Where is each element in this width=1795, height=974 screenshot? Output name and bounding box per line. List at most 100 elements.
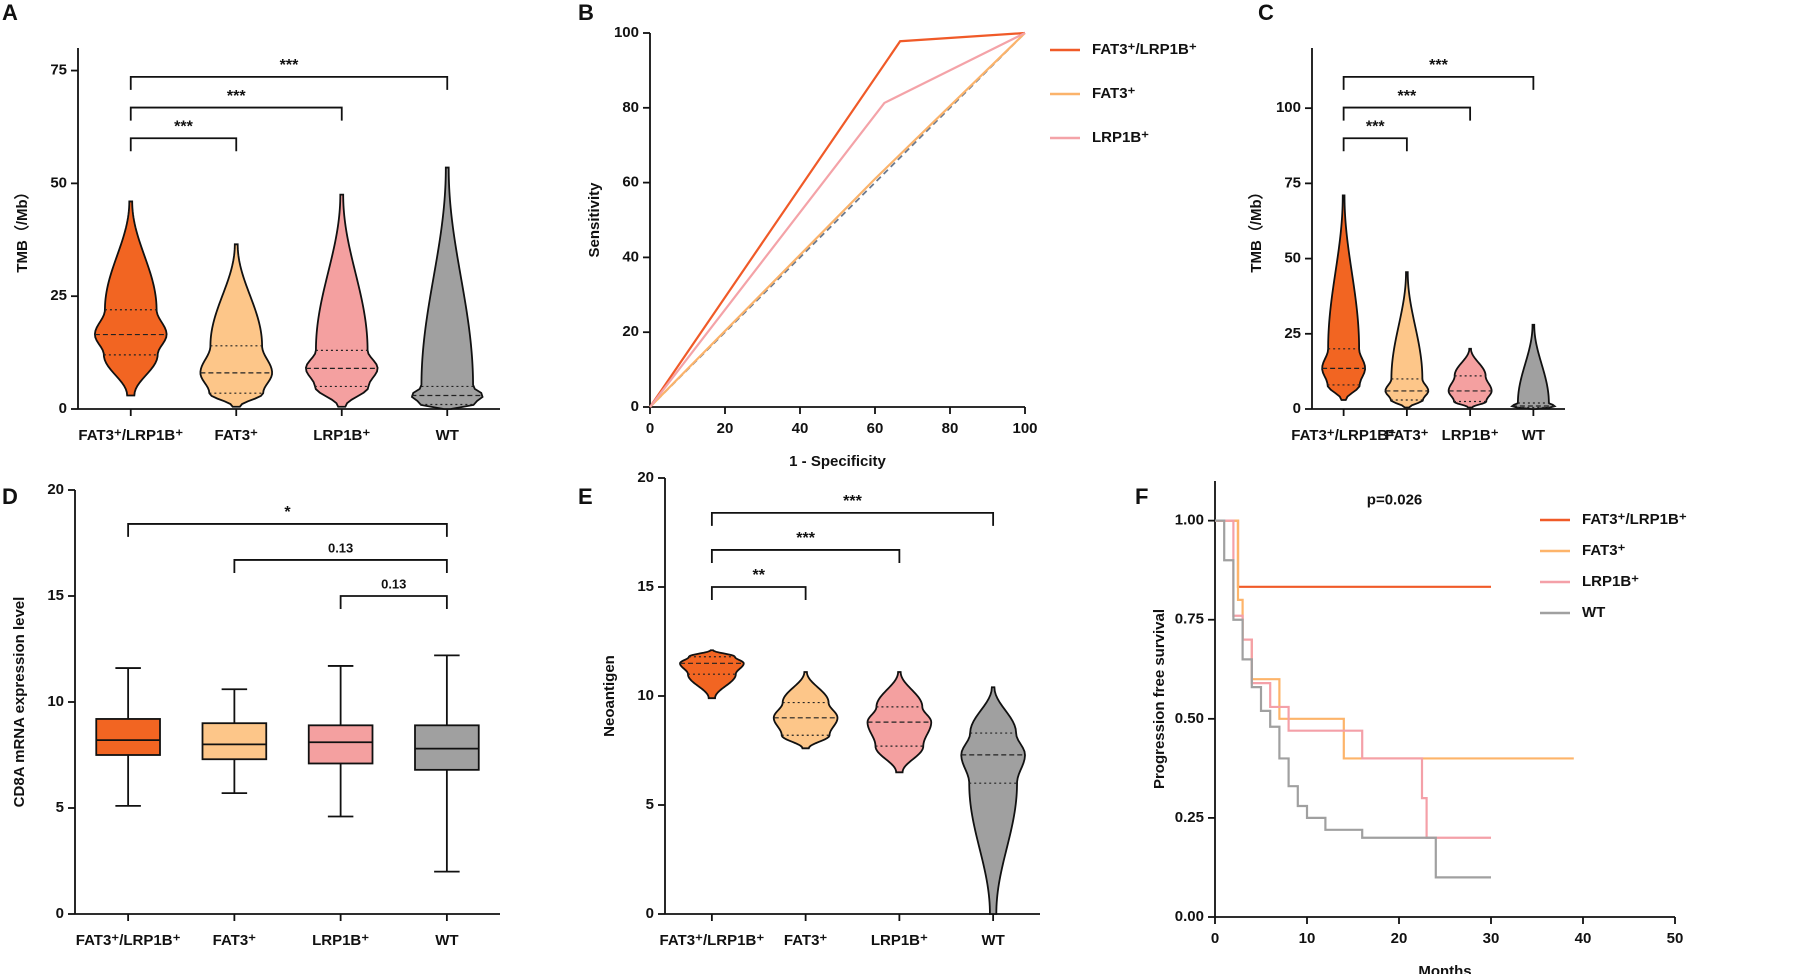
bracket <box>1342 137 1408 152</box>
violin <box>1447 347 1493 409</box>
legend-label: LRP1B⁺ <box>1092 129 1149 146</box>
x-tick-label: 20 <box>1391 930 1408 947</box>
y-tick-label: 5 <box>646 796 654 813</box>
legend-label: FAT3⁺ <box>1582 542 1626 559</box>
y-tick-label: 0 <box>56 905 64 922</box>
bracket-label: * <box>284 504 291 521</box>
x-tick-label: WT <box>1522 427 1545 444</box>
bracket <box>233 559 448 573</box>
bracket-label: *** <box>1366 118 1385 135</box>
bracket <box>339 595 448 609</box>
bracket <box>710 586 807 600</box>
x-tick-label: FAT3⁺/LRP1B⁺ <box>78 427 183 444</box>
y-tick-label: 0 <box>646 905 654 922</box>
bracket <box>710 549 901 563</box>
violin <box>1510 323 1557 410</box>
violin <box>1384 271 1430 409</box>
violin <box>679 649 745 700</box>
box <box>95 718 161 756</box>
bracket-label: *** <box>796 530 815 547</box>
x-tick-label: LRP1B⁺ <box>1442 427 1499 444</box>
survival-curve <box>1215 519 1491 879</box>
y-tick-label: 50 <box>1284 250 1301 267</box>
y-axis-title: TMB（/Mb） <box>1247 184 1265 272</box>
y-tick-label: 0.25 <box>1175 809 1204 826</box>
survival-curve <box>1215 519 1574 760</box>
y-tick-label: 20 <box>47 481 64 498</box>
violin <box>199 243 273 408</box>
legend-label: LRP1B⁺ <box>1582 573 1639 590</box>
roc-curve <box>649 32 1026 408</box>
x-tick-label: 40 <box>1575 930 1592 947</box>
y-tick-label: 50 <box>50 174 67 191</box>
panel-letter: E <box>578 484 593 509</box>
y-tick-label: 0.50 <box>1175 710 1204 727</box>
y-tick-label: 40 <box>622 248 639 265</box>
bracket <box>129 106 343 121</box>
bracket-label: 0.13 <box>328 540 353 555</box>
bracket <box>1342 106 1472 121</box>
y-tick-label: 80 <box>622 99 639 116</box>
y-tick-label: 100 <box>1276 99 1301 116</box>
x-tick-label: FAT3⁺ <box>784 932 828 949</box>
bracket-label: *** <box>1429 57 1448 74</box>
x-tick-label: 0 <box>646 420 654 437</box>
y-tick-label: 25 <box>50 287 67 304</box>
x-tick-label: FAT3⁺ <box>213 932 257 949</box>
box <box>201 722 268 761</box>
violin <box>93 200 168 397</box>
violin <box>410 166 484 410</box>
y-tick-label: 25 <box>1284 325 1301 342</box>
bracket-label: *** <box>280 57 299 74</box>
y-axis-title: CD8A mRNA expression level <box>11 597 28 808</box>
x-tick-label: 30 <box>1483 930 1500 947</box>
x-tick-label: 0 <box>1211 930 1219 947</box>
y-tick-label: 0.75 <box>1175 611 1204 628</box>
panel-letter: D <box>2 484 18 509</box>
y-axis-title: Progression free survival <box>1151 609 1168 789</box>
bracket <box>1342 75 1535 90</box>
y-tick-label: 0 <box>59 400 67 417</box>
panel-letter: A <box>2 0 18 25</box>
x-tick-label: 10 <box>1299 930 1316 947</box>
y-tick-label: 15 <box>47 587 64 604</box>
violin <box>1321 194 1366 401</box>
bracket <box>129 75 449 90</box>
violin <box>304 193 379 408</box>
bracket-label: 0.13 <box>381 576 406 591</box>
p-value: p=0.026 <box>1367 492 1422 509</box>
survival-curve <box>1215 519 1491 588</box>
panel-letter: B <box>578 0 594 25</box>
bracket-label: *** <box>1398 88 1417 105</box>
bracket-label: *** <box>227 88 246 105</box>
panel-letter: F <box>1135 484 1148 509</box>
x-tick-label: 20 <box>717 420 734 437</box>
box <box>414 724 480 771</box>
survival-curve <box>1215 519 1491 839</box>
x-tick-label: 40 <box>792 420 809 437</box>
y-axis-title: TMB（/Mb） <box>13 184 31 272</box>
x-tick-label: FAT3⁺ <box>1385 427 1429 444</box>
x-tick-label: WT <box>981 932 1004 949</box>
violin <box>960 686 1026 915</box>
roc-curve <box>649 31 1026 408</box>
y-tick-label: 75 <box>1284 174 1301 191</box>
x-tick-label: 100 <box>1012 420 1037 437</box>
legend-label: FAT3⁺ <box>1092 85 1136 102</box>
legend-label: WT <box>1582 604 1605 621</box>
x-tick-label: FAT3⁺/LRP1B⁺ <box>76 932 181 949</box>
y-tick-label: 1.00 <box>1175 512 1204 529</box>
panel-letter: C <box>1258 0 1274 25</box>
bracket <box>127 523 448 537</box>
legend-label: FAT3⁺/LRP1B⁺ <box>1092 41 1197 58</box>
x-tick-label: 60 <box>867 420 884 437</box>
box <box>307 724 374 765</box>
x-axis-title: 1 - Specificity <box>789 453 886 470</box>
x-tick-label: FAT3⁺/LRP1B⁺ <box>1291 427 1396 444</box>
y-tick-label: 100 <box>614 24 639 41</box>
y-tick-label: 60 <box>622 174 639 191</box>
y-tick-label: 20 <box>622 323 639 340</box>
x-tick-label: WT <box>435 932 458 949</box>
bracket-label: *** <box>843 493 862 510</box>
